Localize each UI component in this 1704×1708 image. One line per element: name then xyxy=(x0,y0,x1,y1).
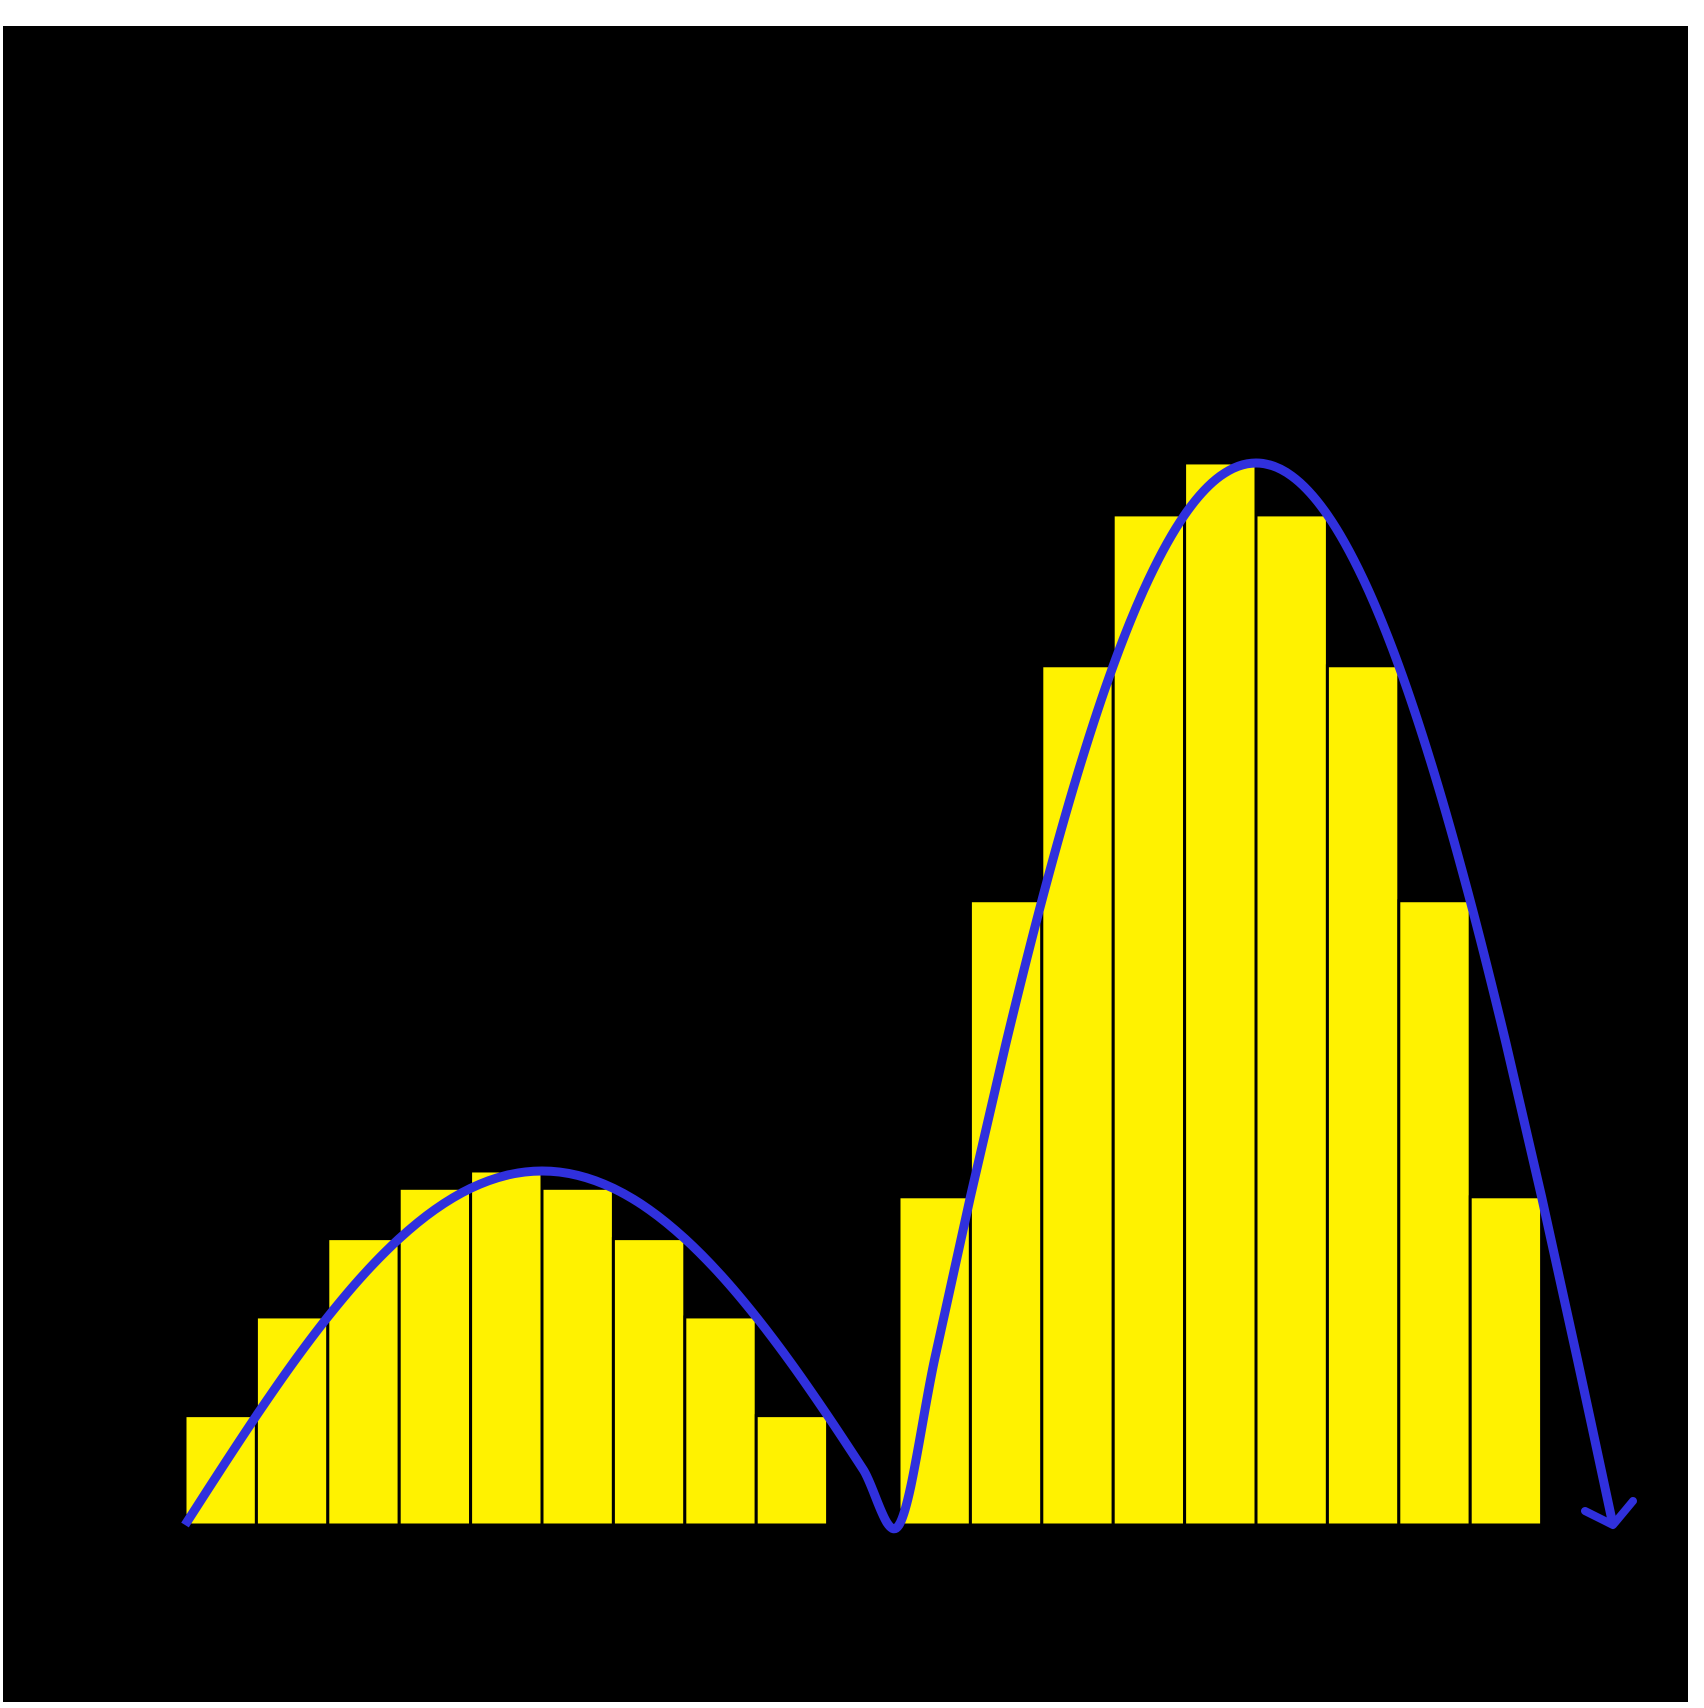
bar xyxy=(611,1237,687,1527)
curve xyxy=(181,458,1618,1533)
bar xyxy=(683,1315,758,1527)
bar xyxy=(1183,461,1258,1527)
bar xyxy=(540,1186,615,1527)
bar xyxy=(1468,1195,1544,1527)
bar xyxy=(254,1315,330,1527)
bar xyxy=(1325,664,1401,1527)
bar xyxy=(754,1414,830,1527)
bar xyxy=(1040,664,1115,1527)
bar xyxy=(1397,899,1472,1527)
bar xyxy=(1254,513,1329,1527)
bar xyxy=(326,1237,401,1527)
bar xyxy=(968,899,1044,1527)
bar xyxy=(397,1186,473,1527)
bar xyxy=(469,1169,544,1527)
bar xyxy=(1111,513,1187,1527)
arrowhead xyxy=(1581,1497,1637,1529)
